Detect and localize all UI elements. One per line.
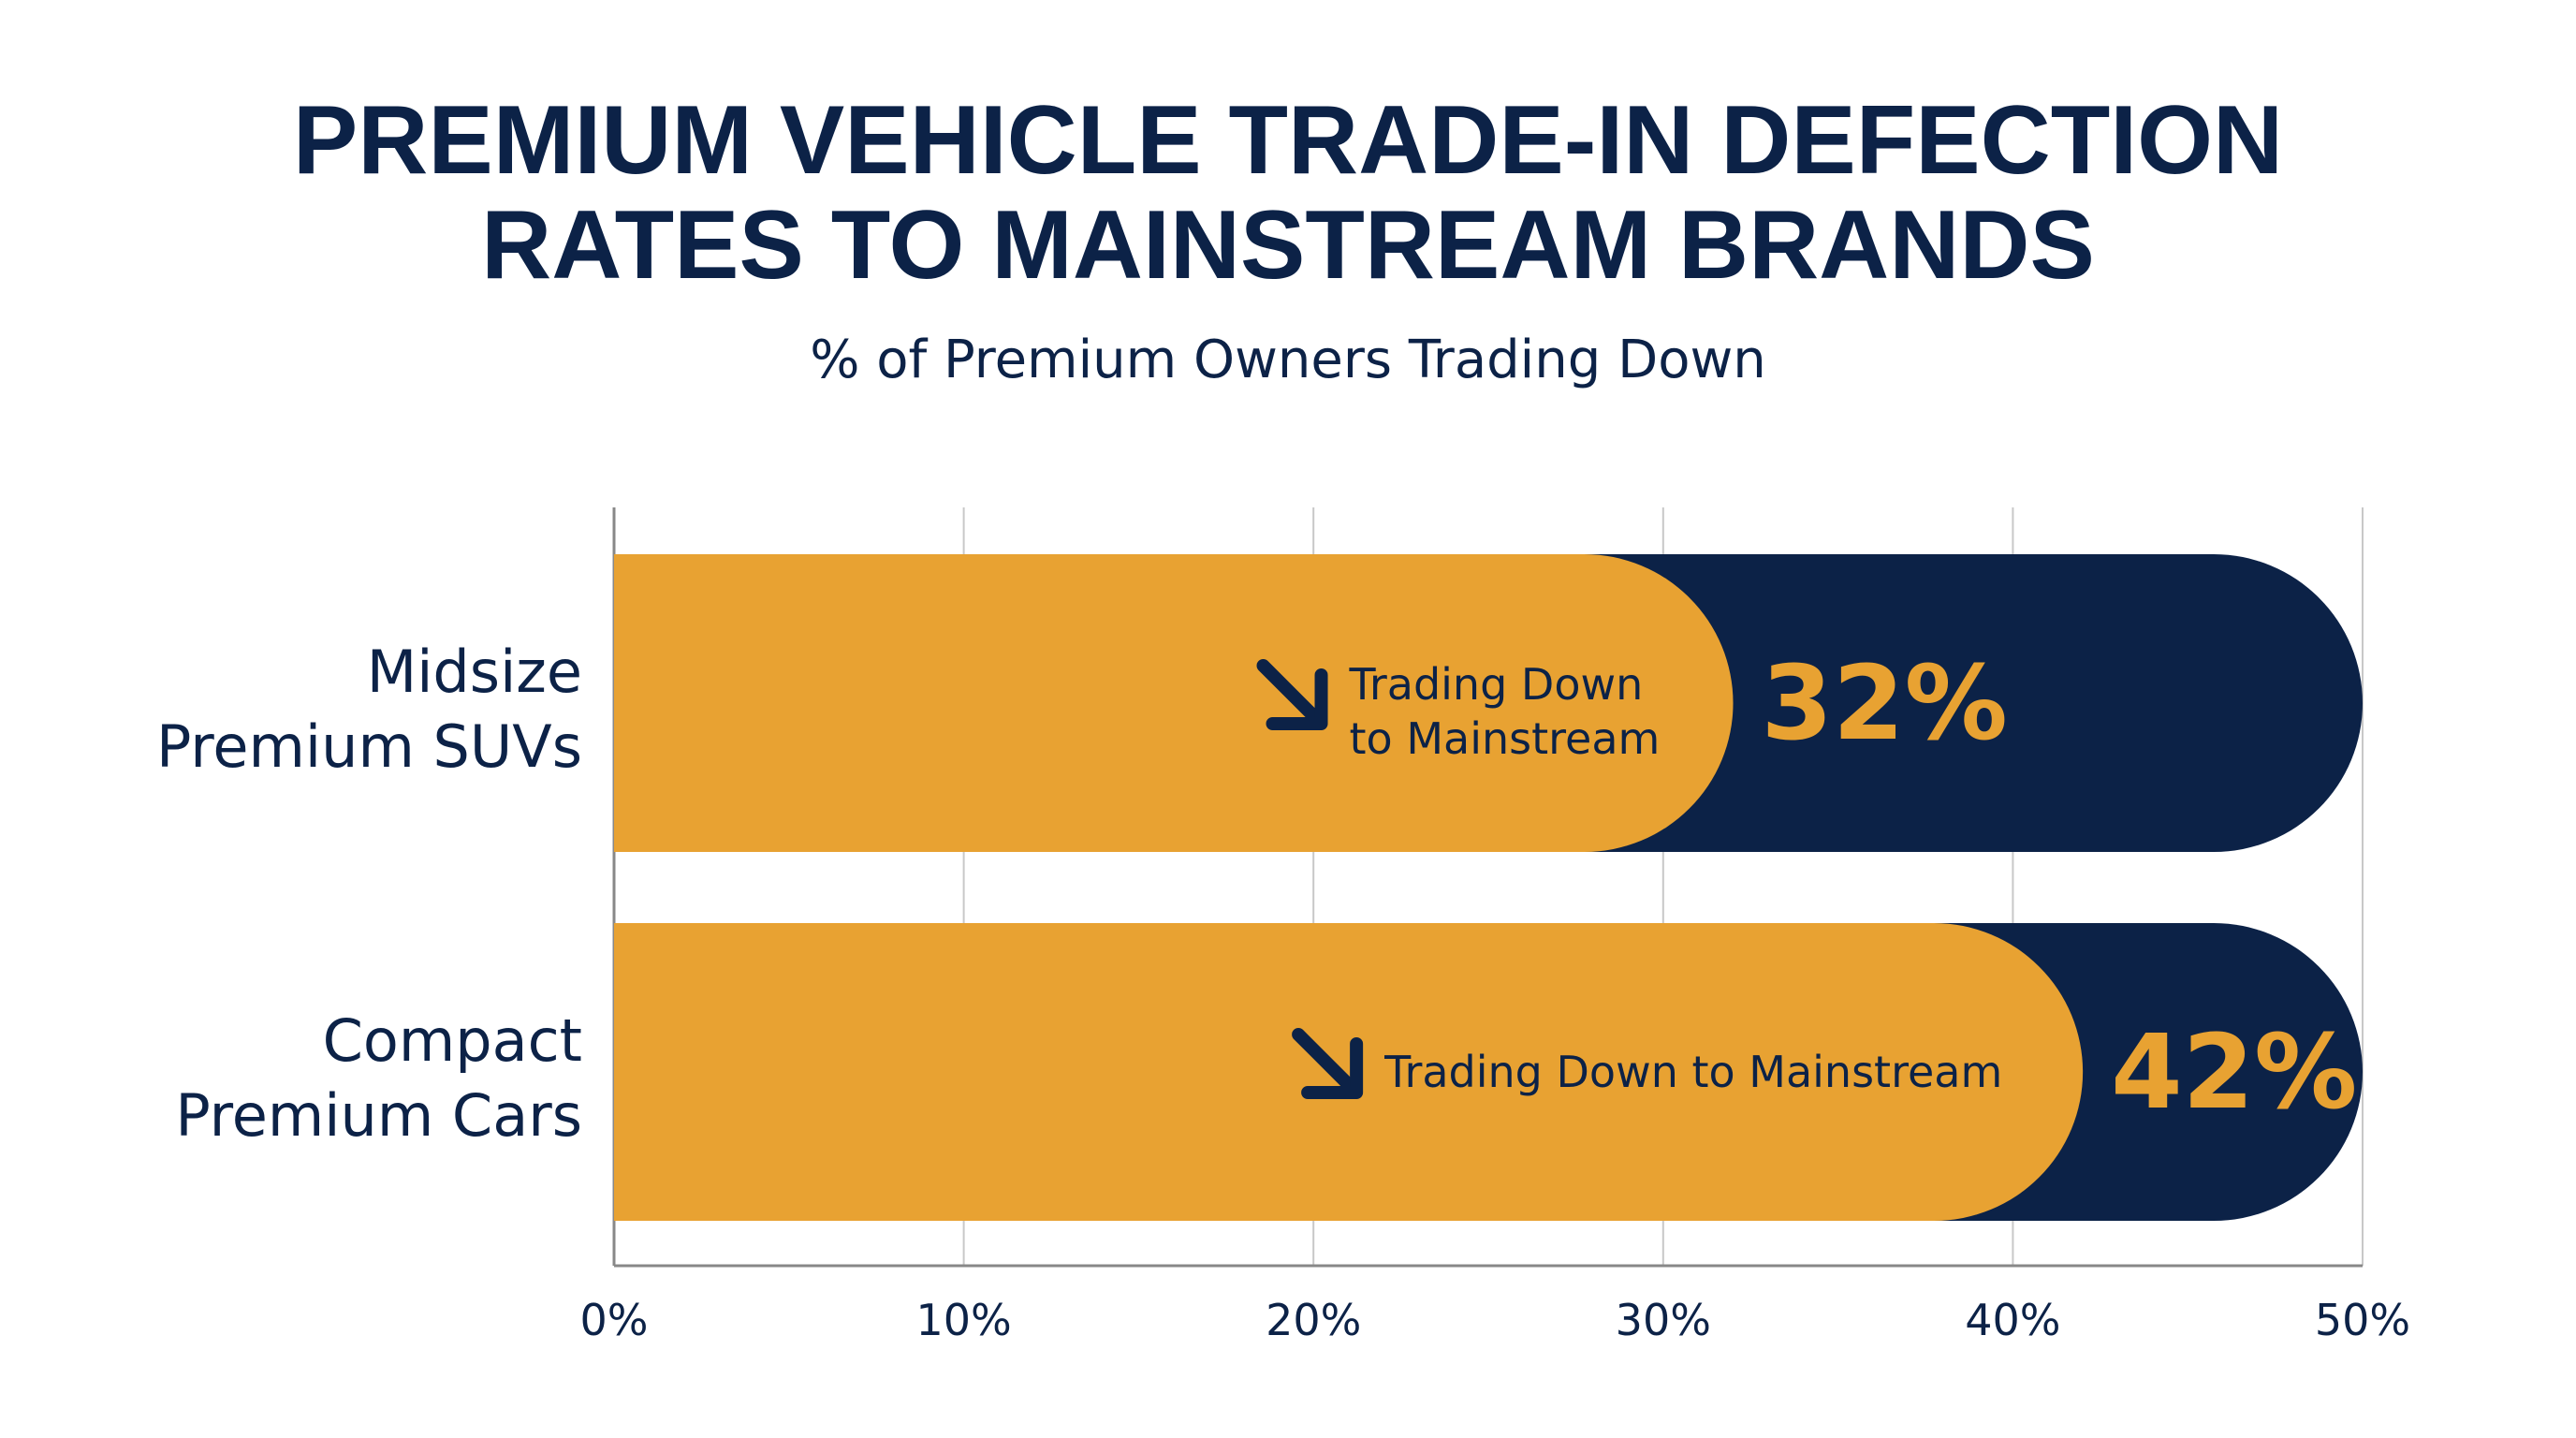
category-label: Compact: [323, 1006, 582, 1075]
x-tick-label: 0%: [580, 1295, 649, 1345]
chart-title-line-2: RATES TO MAINSTREAM BRANDS: [481, 191, 2095, 300]
data-label: 42%: [2111, 1012, 2357, 1132]
data-label: 32%: [1762, 643, 2008, 763]
x-tick-label: 50%: [2315, 1295, 2410, 1345]
chart-title: PREMIUM VEHICLE TRADE-IN DEFECTION RATES…: [0, 92, 2576, 301]
category-label: Premium Cars: [175, 1081, 582, 1150]
annotation-label: Trading Down to Mainstream: [1383, 1047, 2002, 1097]
chart-subtitle: % of Premium Owners Trading Down: [810, 330, 1766, 390]
x-tick-label: 30%: [1616, 1295, 1711, 1345]
chart-title-line-1: PREMIUM VEHICLE TRADE-IN DEFECTION: [292, 86, 2284, 195]
arrow-down-right-icon: [1292, 1028, 1364, 1099]
bar: [614, 923, 2084, 1221]
x-tick-label: 20%: [1266, 1295, 1361, 1345]
arrow-down-right-icon: [1256, 659, 1328, 730]
annotation-label: Trading Down: [1349, 659, 1644, 710]
category-label: Midsize: [367, 638, 582, 706]
bar: [614, 554, 1734, 852]
annotation-label: to Mainstream: [1350, 713, 1661, 764]
x-tick-label: 10%: [915, 1295, 1011, 1345]
category-label: Premium SUVs: [156, 712, 582, 781]
x-tick-label: 40%: [1965, 1295, 2060, 1345]
